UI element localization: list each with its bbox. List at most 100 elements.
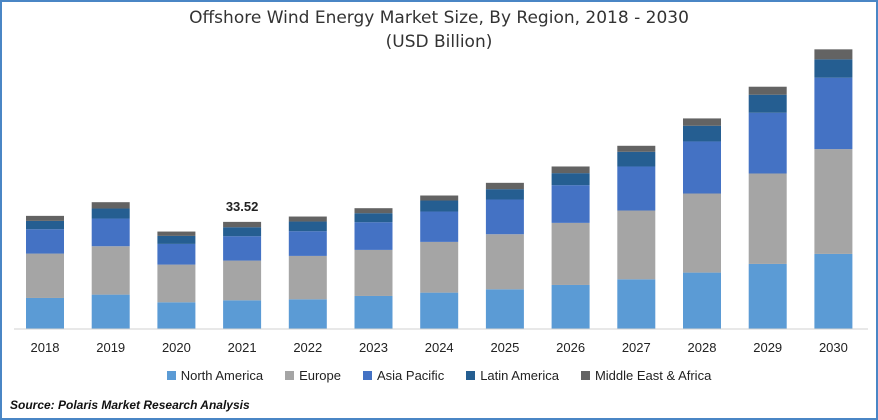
legend-label-north-america: North America (180, 368, 264, 383)
bar-2019-asia-pacific (91, 218, 130, 247)
bar-2024-asia-pacific (420, 211, 459, 242)
legend-item-asia-pacific: Asia Pacific (363, 368, 444, 383)
legend-label-europe: Europe (299, 368, 341, 383)
bar-2027-latin-america (617, 151, 656, 167)
legend-swatch-latin-america (466, 371, 476, 380)
bar-2022-middle-east-africa (288, 216, 327, 222)
bar-2028-asia-pacific (683, 141, 721, 194)
x-tick-label-2019: 2019 (96, 340, 125, 355)
bar-2027-europe (617, 210, 656, 280)
source-note: Source: Polaris Market Research Analysis (10, 398, 250, 412)
bar-2020-north-america (157, 302, 196, 329)
bar-2030-europe (814, 149, 853, 254)
bar-2030-north-america (814, 253, 853, 329)
bar-2026-asia-pacific (551, 185, 590, 223)
bar-2025-middle-east-africa (485, 182, 524, 190)
bar-2029-asia-pacific (748, 112, 787, 174)
bar-2021-latin-america (223, 227, 262, 237)
legend-item-middle-east-africa: Middle East & Africa (580, 368, 712, 383)
legend-item-europe: Europe (285, 368, 341, 383)
bar-2020-asia-pacific (157, 243, 196, 265)
bar-2023-latin-america (354, 213, 393, 223)
bar-2026-middle-east-africa (551, 166, 590, 174)
bar-2028-middle-east-africa (683, 118, 721, 126)
legend-label-middle-east-africa: Middle East & Africa (594, 368, 712, 383)
bar-2018-asia-pacific (26, 229, 64, 254)
bar-2018-middle-east-africa (26, 215, 64, 221)
bar-2021-asia-pacific (223, 236, 262, 261)
x-tick-labels: 2018 2019 2020 2021 2022 2023 2024 2025 2026 2027… (31, 340, 848, 355)
bar-2023-europe (354, 249, 393, 296)
bar-2022-asia-pacific (288, 231, 327, 256)
bar-2029-north-america (748, 263, 787, 329)
bar-2025-latin-america (485, 189, 524, 200)
bar-2024-north-america (420, 292, 459, 329)
bar-chart: 2018 2019 2020 2021 2022 2023 2024 2025 2026 2027… (14, 49, 868, 355)
x-tick-label-2028: 2028 (688, 340, 717, 355)
bar-2018-latin-america (26, 220, 64, 230)
bar-2020-europe (157, 264, 196, 303)
bar-2028-europe (683, 193, 721, 273)
bar-2019-europe (91, 246, 130, 295)
bar-2021-europe (223, 260, 262, 301)
bar-2027-asia-pacific (617, 166, 656, 211)
data-label-2021: 33.52 (226, 199, 259, 214)
bar-2020-latin-america (157, 235, 196, 244)
legend-swatch-north-america (166, 371, 176, 380)
bar-2023-north-america (354, 295, 393, 329)
x-tick-label-2026: 2026 (556, 340, 585, 355)
bar-2019-latin-america (91, 208, 130, 219)
legend-item-north-america: North America (166, 368, 264, 383)
chart-title: Offshore Wind Energy Market Size, By Reg… (189, 8, 689, 28)
bar-2019-middle-east-africa (91, 202, 130, 209)
legend-swatch-europe (285, 371, 295, 380)
bar-2025-north-america (485, 289, 524, 329)
legend-swatch-asia-pacific (363, 371, 372, 380)
x-tick-label-2020: 2020 (162, 340, 191, 355)
x-tick-label-2027: 2027 (622, 340, 651, 355)
bar-2018-north-america (26, 297, 64, 329)
bar-2020-middle-east-africa (157, 231, 196, 236)
bar-2026-north-america (551, 284, 590, 329)
legend-swatch-middle-east-africa (580, 371, 590, 380)
bar-2025-europe (485, 234, 524, 290)
chart-subtitle: (USD Billion) (385, 32, 493, 52)
bar-2027-middle-east-africa (617, 145, 656, 152)
bar-2028-north-america (683, 272, 721, 329)
bar-2029-middle-east-africa (748, 86, 787, 95)
bar-2030-latin-america (814, 59, 853, 78)
x-tick-label-2030: 2030 (819, 340, 848, 355)
bar-2023-middle-east-africa (354, 208, 393, 214)
x-tick-label-2022: 2022 (293, 340, 322, 355)
bar-2029-latin-america (748, 94, 787, 113)
bar-2018-europe (26, 253, 64, 298)
bar-2022-europe (288, 255, 327, 300)
x-tick-label-2025: 2025 (490, 340, 519, 355)
legend-label-asia-pacific: Asia Pacific (377, 368, 445, 383)
bars-group (26, 49, 853, 329)
bar-2024-europe (420, 241, 459, 293)
bar-2025-asia-pacific (485, 199, 524, 235)
x-tick-label-2024: 2024 (425, 340, 454, 355)
bar-2029-europe (748, 173, 787, 264)
bar-2026-europe (551, 222, 590, 285)
bar-2030-asia-pacific (814, 77, 853, 150)
bar-2019-north-america (91, 294, 130, 329)
bar-2023-asia-pacific (354, 222, 393, 250)
bar-2021-north-america (223, 300, 262, 329)
legend-label-latin-america: Latin America (480, 368, 559, 383)
x-tick-label-2021: 2021 (228, 340, 257, 355)
bar-2022-north-america (288, 299, 327, 329)
x-tick-label-2023: 2023 (359, 340, 388, 355)
bar-2030-middle-east-africa (814, 49, 853, 60)
bar-2028-latin-america (683, 125, 721, 142)
bar-2021-middle-east-africa (223, 221, 262, 228)
bar-2026-latin-america (551, 173, 590, 186)
legend: North America Europe Asia Pacific Latin … (2, 368, 876, 383)
bar-2024-middle-east-africa (420, 195, 459, 201)
bar-2022-latin-america (288, 221, 327, 232)
x-tick-label-2029: 2029 (753, 340, 782, 355)
data-labels: 33.52 (226, 199, 259, 214)
bar-2024-latin-america (420, 200, 459, 212)
